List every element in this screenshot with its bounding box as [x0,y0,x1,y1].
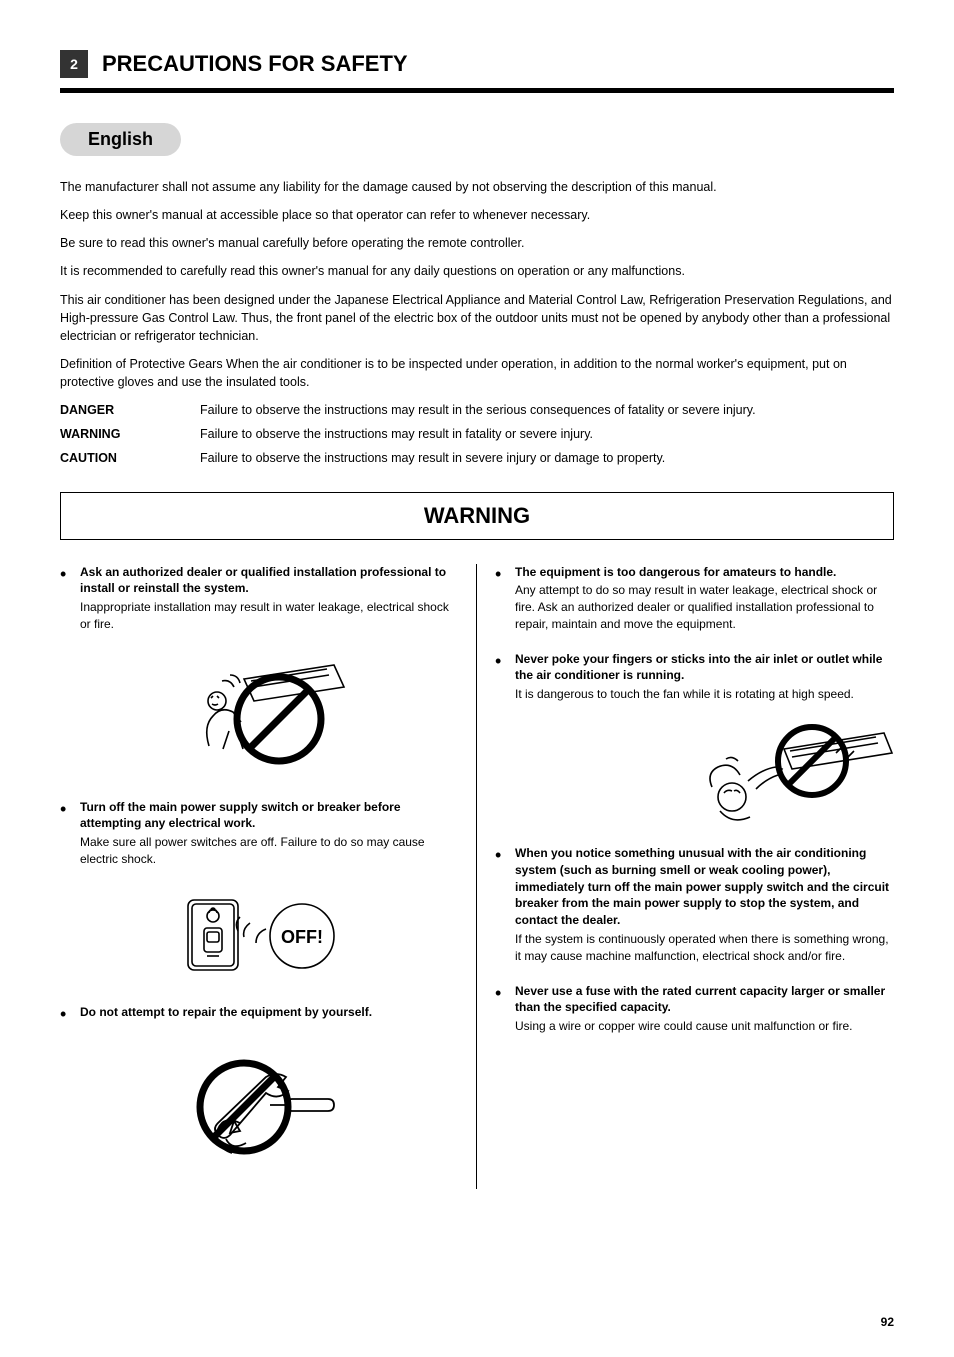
bullet-head: Do not attempt to repair the equipment b… [80,1004,458,1021]
bullet-dot-icon: • [60,1004,70,1023]
bullet-text: Never use a fuse with the rated current … [515,983,894,1035]
warning-col-right: • The equipment is too dangerous for ama… [477,564,894,1189]
bullet-head: The equipment is too dangerous for amate… [515,564,894,581]
breaker-off-illustration: OFF! [60,886,458,986]
prohibit-finger-illustration [525,721,894,831]
bullet-dot-icon: • [495,845,505,965]
bullet-text: The equipment is too dangerous for amate… [515,564,894,633]
prohibit-tools-illustration [60,1041,458,1171]
bullet-text: Do not attempt to repair the equipment b… [80,1004,458,1023]
intro-para: The manufacturer shall not assume any li… [60,178,894,196]
bullet-text: Ask an authorized dealer or qualified in… [80,564,458,633]
bullet-text: When you notice something unusual with t… [515,845,894,965]
bullet-head: When you notice something unusual with t… [515,845,894,929]
page-number-box: 2 [60,50,88,78]
page-number: 2 [70,56,78,72]
term-row: CAUTION Failure to observe the instructi… [60,449,894,467]
term-label: DANGER [60,401,188,419]
off-label: OFF! [281,927,323,947]
bullet-item: • Never poke your fingers or sticks into… [495,651,894,703]
footer-page-number: 92 [881,1315,894,1329]
bullet-text: Turn off the main power supply switch or… [80,799,458,868]
bullet-body: It is dangerous to touch the fan while i… [515,686,894,703]
bullet-dot-icon: • [495,983,505,1035]
bullet-dot-icon: • [60,799,70,868]
bullet-dot-icon: • [495,564,505,633]
prohibit-install-illustration [60,651,458,781]
warning-columns: • Ask an authorized dealer or qualified … [60,564,894,1189]
bullet-text: Never poke your fingers or sticks into t… [515,651,894,703]
term-label: WARNING [60,425,188,443]
term-row: WARNING Failure to observe the instructi… [60,425,894,443]
intro-para: This air conditioner has been designed u… [60,291,894,345]
bullet-head: Ask an authorized dealer or qualified in… [80,564,458,598]
definition-intro: Definition of Protective Gears When the … [60,355,894,391]
term-row: DANGER Failure to observe the instructio… [60,401,894,419]
bullet-dot-icon: • [60,564,70,633]
bullet-body: Using a wire or copper wire could cause … [515,1018,894,1035]
bullet-item: • Do not attempt to repair the equipment… [60,1004,458,1023]
bullet-item: • Never use a fuse with the rated curren… [495,983,894,1035]
intro-section: The manufacturer shall not assume any li… [60,178,894,391]
bullet-item: • Ask an authorized dealer or qualified … [60,564,458,633]
bullet-head: Never poke your fingers or sticks into t… [515,651,894,685]
page-title: PRECAUTIONS FOR SAFETY [102,51,408,77]
bullet-item: • The equipment is too dangerous for ama… [495,564,894,633]
bullet-body: If the system is continuously operated w… [515,931,894,965]
term-desc: Failure to observe the instructions may … [200,401,756,419]
header-divider [60,88,894,93]
bullet-head: Turn off the main power supply switch or… [80,799,458,833]
bullet-body: Any attempt to do so may result in water… [515,582,894,632]
intro-para: Keep this owner's manual at accessible p… [60,206,894,224]
intro-para: It is recommended to carefully read this… [60,262,894,280]
warning-banner: WARNING [60,492,894,540]
bullet-item: • When you notice something unusual with… [495,845,894,965]
bullet-body: Inappropriate installation may result in… [80,599,458,633]
term-desc: Failure to observe the instructions may … [200,449,665,467]
warning-col-left: • Ask an authorized dealer or qualified … [60,564,477,1189]
term-label: CAUTION [60,449,188,467]
bullet-item: • Turn off the main power supply switch … [60,799,458,868]
language-badge: English [60,123,181,156]
bullet-body: Make sure all power switches are off. Fa… [80,834,458,868]
bullet-head: Never use a fuse with the rated current … [515,983,894,1017]
intro-para: Be sure to read this owner's manual care… [60,234,894,252]
page-header: 2 PRECAUTIONS FOR SAFETY [60,50,894,78]
bullet-dot-icon: • [495,651,505,703]
term-desc: Failure to observe the instructions may … [200,425,593,443]
